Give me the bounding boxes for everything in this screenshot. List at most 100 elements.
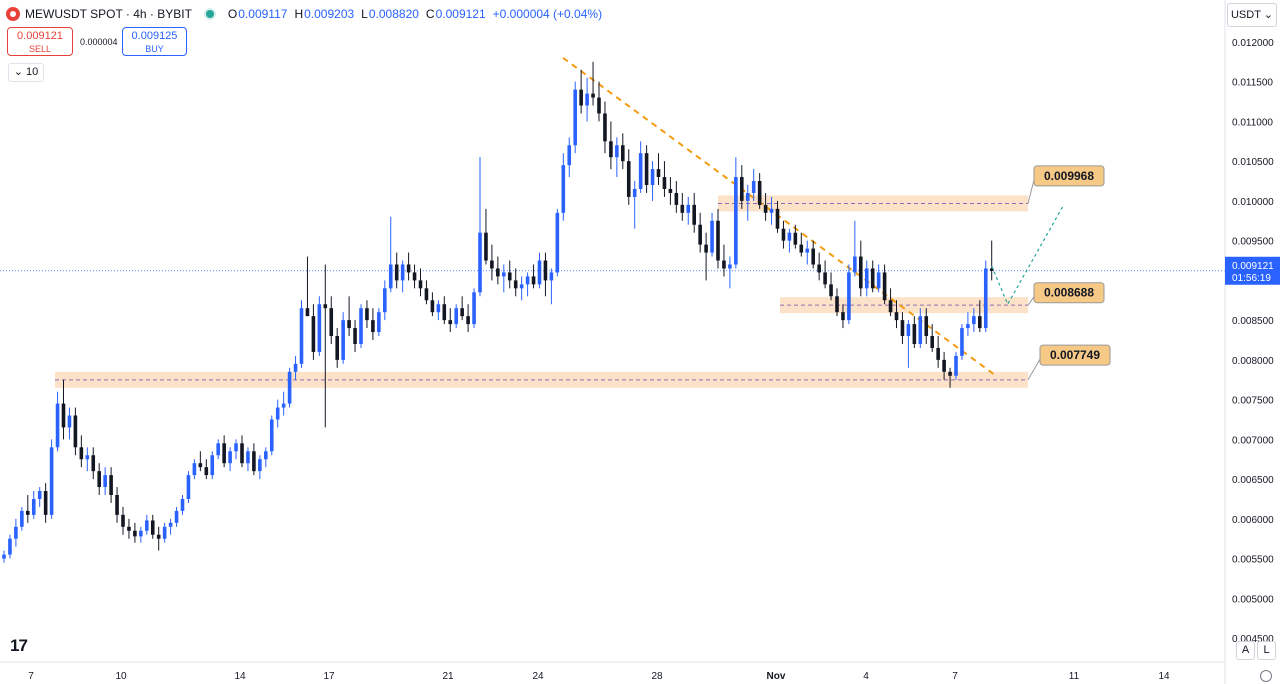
- candle-body: [496, 268, 500, 277]
- ohlc-low-key: L: [361, 7, 368, 21]
- candle: [829, 272, 833, 301]
- candle-body: [632, 188, 637, 197]
- candle-body: [704, 244, 708, 253]
- candle: [454, 304, 458, 329]
- price-axis: 0.012000 0.011500 0.011000 0.010500 0.010000…: [1224, 0, 1280, 684]
- log-scale-button[interactable]: L: [1257, 641, 1276, 660]
- candle-body: [73, 415, 78, 448]
- candle: [228, 447, 232, 472]
- candle: [775, 200, 780, 233]
- candle-body: [317, 304, 322, 352]
- time-tick-label: 10: [115, 671, 127, 682]
- level-zone[interactable]: [780, 297, 1028, 314]
- candle-body: [20, 510, 24, 527]
- level-label-box[interactable]: [1033, 165, 1105, 187]
- candle-body: [626, 161, 631, 197]
- chevron-down-icon: ⌄: [13, 66, 27, 78]
- candle-body: [264, 451, 268, 460]
- settings-gear-icon[interactable]: [1260, 670, 1272, 682]
- candle: [983, 260, 988, 333]
- candle: [692, 192, 696, 233]
- projected-path[interactable]: [991, 204, 1065, 306]
- candle-body: [127, 526, 131, 531]
- time-tick-label: 21: [442, 671, 454, 682]
- price-tick-label: 0.006000: [1232, 515, 1274, 526]
- tradingview-logo-icon[interactable]: 17: [10, 636, 28, 655]
- buy-button[interactable]: 0.009125 BUY: [122, 27, 187, 56]
- candle: [115, 487, 119, 523]
- candle-body: [745, 192, 750, 201]
- auto-scale-button[interactable]: A: [1236, 641, 1255, 660]
- level-label-box[interactable]: [1039, 344, 1111, 366]
- candle: [656, 153, 661, 185]
- candle: [722, 244, 726, 277]
- candle: [156, 526, 161, 551]
- candle-body: [972, 316, 976, 325]
- currency-selector[interactable]: USDT ⌄: [1227, 3, 1277, 27]
- candle: [91, 447, 96, 480]
- market-open-status-icon: [205, 10, 214, 18]
- candle-body: [912, 324, 917, 344]
- candle-body: [97, 471, 101, 488]
- candle-body: [388, 264, 393, 289]
- candle-body: [930, 336, 934, 348]
- symbol-title[interactable]: MEWUSDT SPOT · 4h · BYBIT: [25, 7, 192, 21]
- candle: [180, 495, 185, 515]
- descending-trendline[interactable]: [562, 57, 997, 377]
- candle-body: [805, 248, 810, 253]
- candle-body: [424, 288, 429, 301]
- candle: [555, 208, 560, 277]
- candle-body: [210, 455, 215, 476]
- candle: [335, 328, 339, 368]
- candle-body: [323, 304, 328, 309]
- candle: [805, 240, 810, 265]
- candle: [763, 192, 768, 221]
- candle: [371, 308, 375, 340]
- candle: [787, 228, 792, 253]
- candle: [26, 495, 30, 523]
- candle: [960, 324, 964, 360]
- candle: [954, 351, 958, 380]
- candle-body: [258, 459, 262, 472]
- candle: [876, 264, 881, 293]
- candle-body: [31, 498, 36, 515]
- candle-body: [960, 328, 964, 356]
- candle: [549, 268, 554, 305]
- price-tick-label: 0.011500: [1232, 78, 1273, 89]
- candle-body: [769, 208, 774, 213]
- candle: [698, 212, 702, 253]
- candle-body: [341, 320, 345, 360]
- candle-body: [698, 224, 702, 245]
- candle: [353, 320, 357, 352]
- candle: [341, 312, 345, 364]
- time-tick-label: 7: [28, 671, 34, 682]
- candle-body: [454, 308, 458, 325]
- candle-body: [240, 443, 244, 464]
- sell-button[interactable]: 0.009121 SELL: [7, 27, 73, 56]
- candle-body: [234, 443, 238, 452]
- candle: [377, 308, 381, 337]
- candle-body: [79, 447, 84, 460]
- candle: [85, 447, 90, 472]
- price-tick-label: 0.009500: [1232, 237, 1274, 248]
- candle-body: [156, 534, 161, 539]
- candle: [650, 161, 655, 201]
- price-tick-label: 0.010000: [1232, 197, 1274, 208]
- candle-body: [460, 308, 464, 317]
- candle: [317, 296, 322, 356]
- buy-price: 0.009125: [131, 30, 178, 42]
- candle: [537, 252, 542, 289]
- candle: [287, 367, 292, 408]
- candle: [418, 268, 423, 297]
- buy-label: BUY: [145, 44, 164, 54]
- indicator-collapse-toggle[interactable]: ⌄ 10: [8, 63, 44, 82]
- candle: [942, 351, 946, 380]
- current-price-tag[interactable]: [1225, 256, 1280, 285]
- candle: [543, 252, 548, 297]
- candle: [924, 308, 929, 344]
- candle-body: [680, 204, 685, 213]
- level-label-box[interactable]: [1033, 282, 1105, 304]
- candle: [686, 196, 691, 225]
- candle: [192, 459, 197, 480]
